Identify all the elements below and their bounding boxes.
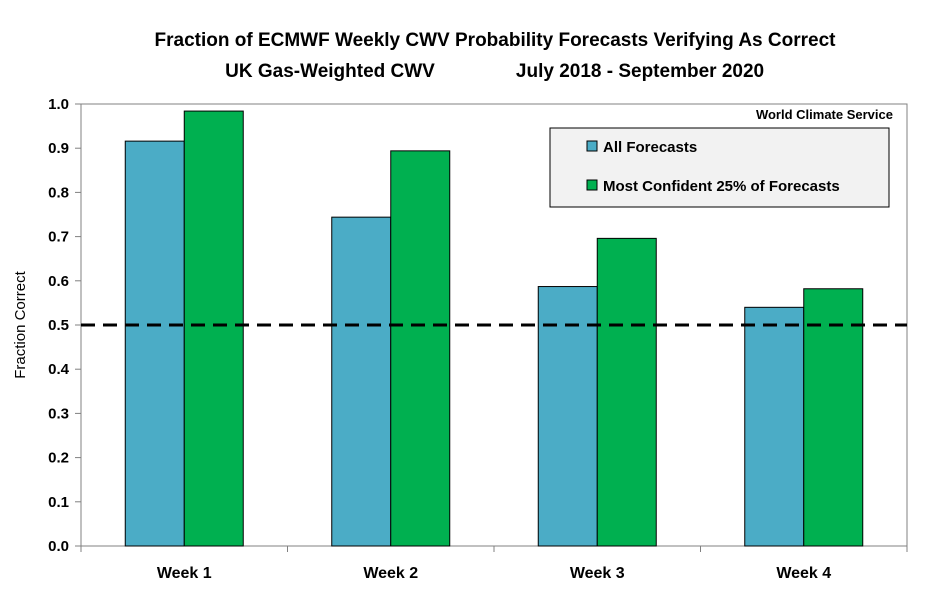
legend-label: Most Confident 25% of Forecasts	[603, 178, 840, 195]
bar-most-confident-4	[803, 288, 864, 547]
y-tick-label: 1.0	[48, 96, 69, 113]
legend-swatch	[586, 179, 598, 191]
x-axis: Week 1 Week 2 Week 3 Week 4	[80, 546, 908, 582]
legend-label: All Forecasts	[603, 139, 697, 156]
x-tick-label: Week 2	[363, 565, 418, 582]
y-tick-label: 0.1	[48, 494, 69, 511]
y-tick-label: 0.9	[48, 140, 69, 157]
chart-title: Fraction of ECMWF Weekly CWV Probability…	[155, 30, 837, 51]
y-tick-label: 0.2	[48, 450, 69, 467]
bar-all-forecasts-2	[331, 216, 392, 547]
y-tick-label: 0.3	[48, 405, 69, 422]
legend-box	[549, 127, 890, 208]
bar-all-forecasts-4	[744, 306, 805, 547]
y-axis: 0.0 0.1 0.2 0.3 0.4 0.5 0.6 0.7 0.8 0.9 1.0	[48, 96, 82, 555]
legend: All Forecasts Most Confident 25% of Forec…	[549, 127, 890, 208]
y-tick-label: 0.7	[48, 229, 69, 246]
y-axis-label: Fraction Correct	[12, 270, 29, 378]
y-tick-label: 0.5	[48, 317, 69, 334]
x-tick-label: Week 1	[157, 565, 212, 582]
bar-most-confident-1	[183, 110, 244, 547]
bar-all-forecasts-1	[124, 140, 185, 547]
bar-most-confident-3	[596, 237, 657, 547]
y-tick-label: 0.6	[48, 273, 69, 290]
y-tick-label: 0.8	[48, 184, 69, 201]
y-tick-label: 0.4	[48, 361, 70, 378]
y-tick-label: 0.0	[48, 538, 69, 555]
bars-group	[124, 110, 864, 547]
chart-subtitle-right: July 2018 - September 2020	[516, 61, 764, 82]
annotation-text: World Climate Service	[756, 107, 893, 122]
legend-swatch	[586, 140, 598, 152]
x-tick-label: Week 4	[776, 565, 831, 582]
x-tick-label: Week 3	[570, 565, 625, 582]
bar-most-confident-2	[390, 150, 451, 547]
chart-subtitle-left: UK Gas-Weighted CWV	[225, 61, 435, 82]
